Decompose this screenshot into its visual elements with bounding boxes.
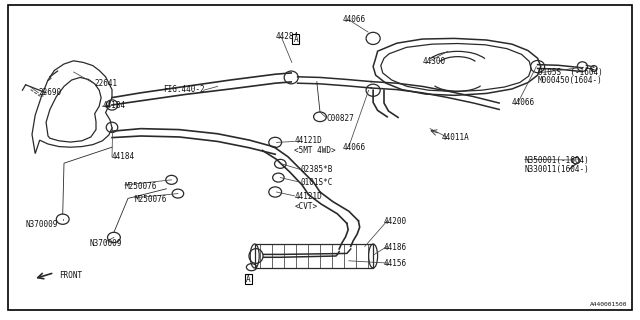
Text: <CVT>: <CVT>: [294, 202, 317, 211]
Text: 44184: 44184: [102, 101, 125, 110]
Text: N370009: N370009: [90, 239, 122, 248]
Text: M000450(1604-): M000450(1604-): [538, 76, 602, 85]
Text: 44284: 44284: [275, 32, 298, 41]
Text: A440001500: A440001500: [589, 302, 627, 307]
Text: 22690: 22690: [38, 88, 61, 97]
Text: <5MT 4WD>: <5MT 4WD>: [294, 146, 336, 155]
Text: 0101S*C: 0101S*C: [301, 178, 333, 187]
Text: 44186: 44186: [384, 243, 407, 252]
Text: A: A: [246, 275, 251, 284]
Text: 44156: 44156: [384, 260, 407, 268]
Text: 44121D: 44121D: [294, 136, 322, 145]
Bar: [255, 244, 373, 268]
Text: 44066: 44066: [342, 143, 365, 152]
Text: 44066: 44066: [512, 98, 535, 107]
Text: N330011(1604-): N330011(1604-): [525, 165, 589, 174]
Text: 44184: 44184: [112, 152, 135, 161]
Text: 0105S  (-1604): 0105S (-1604): [538, 68, 602, 76]
Text: 44011A: 44011A: [442, 133, 469, 142]
Text: M250076: M250076: [125, 182, 157, 191]
Text: 44300: 44300: [422, 57, 445, 66]
Text: FRONT: FRONT: [59, 271, 82, 280]
Text: M250076: M250076: [134, 195, 167, 204]
Text: 02385*B: 02385*B: [301, 165, 333, 174]
Text: 44200: 44200: [384, 217, 407, 226]
Text: FIG.440-2: FIG.440-2: [163, 85, 205, 94]
Text: 22641: 22641: [95, 79, 118, 88]
Text: C00827: C00827: [326, 114, 354, 123]
Text: 44121D: 44121D: [294, 192, 322, 201]
Text: A: A: [293, 35, 298, 44]
Text: N370009: N370009: [26, 220, 58, 229]
Text: 44066: 44066: [342, 15, 365, 24]
Text: N350001(-1604): N350001(-1604): [525, 156, 589, 165]
